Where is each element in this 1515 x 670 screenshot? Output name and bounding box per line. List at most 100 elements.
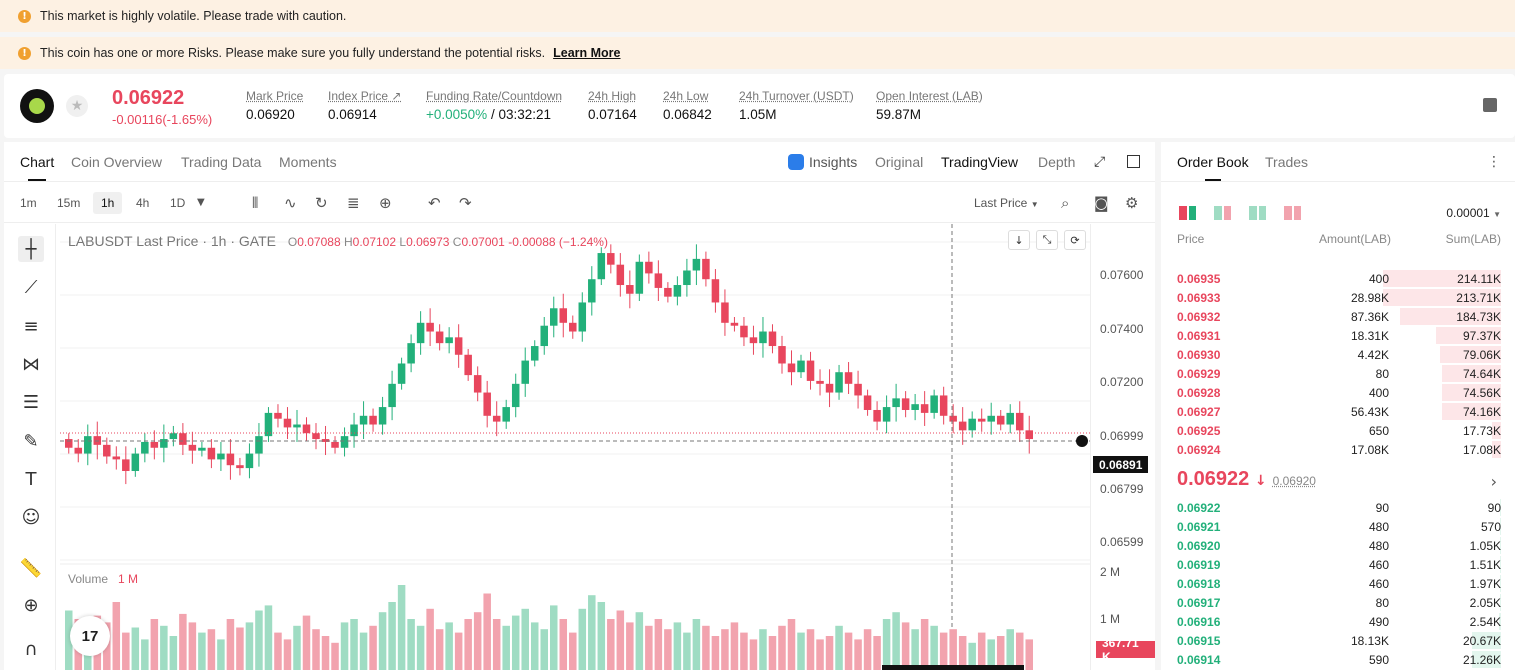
replay-icon[interactable]: ↻ — [315, 194, 328, 212]
magnet-icon[interactable]: ∩ — [24, 638, 38, 660]
mode-split-icon[interactable] — [1214, 206, 1231, 220]
chart-legend: LABUSDT Last Price · 1h · GATE O0.07088 … — [68, 233, 608, 249]
volume-bar — [473, 612, 482, 670]
add-alert-icon[interactable]: ⊕ — [379, 194, 392, 212]
templates-icon[interactable]: ≣ — [347, 194, 360, 212]
ask-row[interactable]: 0.06933 28.98K 213.71K — [1161, 288, 1515, 307]
volume-bar — [977, 632, 986, 670]
ask-row[interactable]: 0.06928 400 74.56K — [1161, 383, 1515, 402]
expand-icon[interactable]: ⤢ — [1094, 154, 1106, 170]
emoji-icon[interactable]: ☺ — [21, 506, 41, 528]
volume-bar — [768, 636, 777, 670]
crosshair-icon[interactable]: ┼ — [18, 236, 44, 262]
volume-bar — [873, 636, 881, 670]
collapse-icon[interactable]: ⤡ — [1036, 230, 1058, 250]
bid-row[interactable]: 0.06916 490 2.54K — [1161, 612, 1515, 631]
tab-coin-overview[interactable]: Coin Overview — [71, 154, 163, 170]
tab-order-book[interactable]: Order Book — [1177, 154, 1249, 181]
interval-4h[interactable]: 4h — [136, 196, 150, 210]
search-icon[interactable]: ⌕ — [1061, 194, 1070, 212]
ask-row[interactable]: 0.06931 18.31K 97.37K — [1161, 326, 1515, 345]
candle-type-icon[interactable]: ⫴ — [252, 194, 259, 212]
tab-depth[interactable]: Depth — [1038, 154, 1076, 170]
settings-gear-icon[interactable]: ⚙ — [1125, 194, 1139, 212]
horizontal-lines-icon[interactable]: ≡ — [23, 315, 39, 337]
tab-trading-data[interactable]: Trading Data — [181, 154, 262, 170]
tradingview-logo[interactable]: 17 — [70, 616, 110, 656]
volume-bar — [331, 642, 339, 670]
y-tick: 0.06799 — [1100, 482, 1144, 496]
undo-icon[interactable]: ↶ — [428, 194, 441, 212]
mode-bids-icon[interactable] — [1249, 206, 1266, 220]
ask-row[interactable]: 0.06925 650 17.73K — [1161, 421, 1515, 440]
ruler-icon[interactable]: 📏 — [19, 557, 43, 579]
volume-bar — [987, 639, 995, 670]
chevron-right-icon[interactable]: › — [1490, 472, 1497, 491]
bid-row[interactable]: 0.06922 90 90 — [1161, 498, 1515, 517]
chevron-down-icon[interactable]: ▼ — [197, 197, 205, 208]
fib-icon[interactable]: ☰ — [22, 391, 40, 413]
price-type-select[interactable]: Last Price ▼ — [974, 196, 1039, 210]
tab-insights[interactable]: Insights — [788, 154, 857, 170]
indicators-icon[interactable]: ∿ — [284, 194, 297, 212]
bid-row[interactable]: 0.06919 460 1.51K — [1161, 555, 1515, 574]
volume-bar — [749, 639, 758, 670]
volatility-text: This market is highly volatile. Please t… — [40, 9, 347, 23]
candlestick-chart[interactable] — [60, 224, 1090, 670]
interval-15m[interactable]: 15m — [57, 196, 81, 210]
trend-line-icon[interactable]: ⟋ — [24, 276, 38, 298]
camera-icon[interactable]: ◙ — [1094, 194, 1109, 212]
more-menu-icon[interactable]: ⋮ — [1487, 154, 1501, 170]
bid-row[interactable]: 0.06921 480 570 — [1161, 517, 1515, 536]
interval-1h[interactable]: 1h — [93, 192, 123, 214]
tab-moments[interactable]: Moments — [279, 154, 337, 170]
volume-bar — [521, 608, 529, 670]
ask-row[interactable]: 0.06924 17.08K 17.08K — [1161, 440, 1515, 459]
book-mode-selector — [1179, 206, 1301, 220]
bid-row[interactable]: 0.06920 480 1.05K — [1161, 536, 1515, 555]
scroll-down-icon[interactable]: ↓ — [1008, 230, 1030, 250]
text-tool-icon[interactable]: T — [25, 468, 37, 490]
ask-row[interactable]: 0.06935 400 214.11K — [1161, 269, 1515, 288]
interval-1d[interactable]: 1D — [170, 196, 186, 210]
precision-select[interactable]: 0.00001 ▼ — [1446, 206, 1501, 220]
mode-both-icon[interactable] — [1179, 206, 1196, 220]
price-axis[interactable]: 0.07600 0.07400 0.07200 0.06999 0.06799 … — [1090, 224, 1155, 670]
ask-row[interactable]: 0.06930 4.42K 79.06K — [1161, 345, 1515, 364]
tab-chart[interactable]: Chart — [20, 154, 55, 181]
brush-icon[interactable]: ✎ — [23, 430, 39, 452]
tab-tradingview[interactable]: TradingView — [941, 154, 1019, 170]
bid-row[interactable]: 0.06917 80 2.05K — [1161, 593, 1515, 612]
volume-bar — [854, 639, 862, 670]
candle-body — [1015, 412, 1024, 431]
stat-index-price[interactable]: Index Price ↗ 0.06914 — [328, 89, 402, 122]
mode-asks-icon[interactable] — [1284, 206, 1301, 220]
interval-1m[interactable]: 1m — [20, 196, 37, 210]
zoom-in-icon[interactable]: ⊕ — [23, 594, 39, 616]
window-icon[interactable] — [1127, 155, 1140, 168]
volume-bar — [1006, 629, 1014, 670]
order-sum: 20.67K — [1462, 634, 1501, 648]
ask-row[interactable]: 0.06929 80 74.64K — [1161, 364, 1515, 383]
learn-more-link[interactable]: Learn More — [553, 46, 621, 60]
candle-body — [530, 346, 539, 361]
order-sum: 570 — [1480, 520, 1501, 534]
reset-view-icon[interactable]: ⟳ — [1064, 230, 1086, 250]
guide-book-icon[interactable] — [1483, 98, 1497, 112]
candle-body — [502, 407, 510, 422]
tab-trades[interactable]: Trades — [1265, 154, 1309, 170]
candle-body — [483, 392, 491, 416]
tab-original[interactable]: Original — [875, 154, 924, 170]
bid-row[interactable]: 0.06914 590 21.26K — [1161, 650, 1515, 669]
ask-row[interactable]: 0.06932 87.36K 184.73K — [1161, 307, 1515, 326]
volume-bar — [607, 619, 615, 670]
volume-bar — [122, 632, 130, 670]
favorite-star-icon[interactable]: ★ — [66, 95, 88, 117]
ask-row[interactable]: 0.06927 56.43K 74.16K — [1161, 402, 1515, 421]
volume-bar — [283, 639, 292, 670]
redo-icon[interactable]: ↷ — [459, 194, 472, 212]
bid-row[interactable]: 0.06918 460 1.97K — [1161, 574, 1515, 593]
volume-bar — [302, 615, 311, 670]
bid-row[interactable]: 0.06915 18.13K 20.67K — [1161, 631, 1515, 650]
pattern-icon[interactable]: ⋈ — [22, 353, 40, 375]
